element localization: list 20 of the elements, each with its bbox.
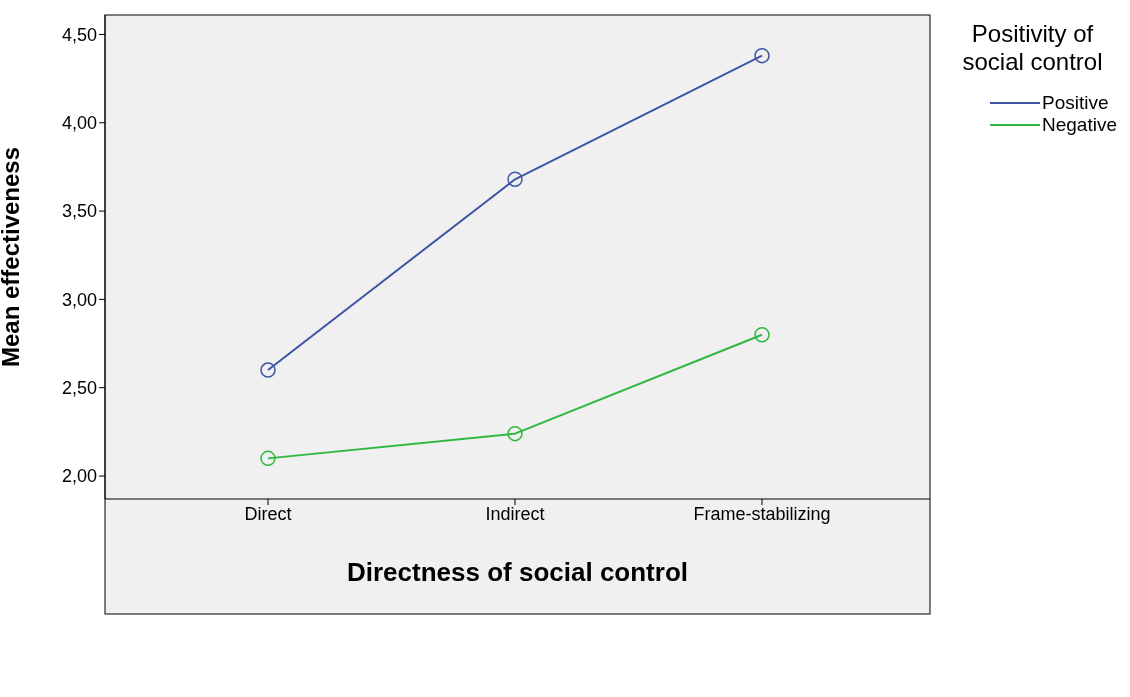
x-tick-label: Indirect xyxy=(485,503,545,524)
legend-title: Positivity of social control xyxy=(961,20,1104,76)
y-tick-label: 3,00 xyxy=(61,289,97,310)
y-tick-label: 4,00 xyxy=(61,113,97,134)
y-axis-title: Mean effectiveness xyxy=(0,146,24,368)
legend-label: Negative xyxy=(1042,114,1117,136)
point xyxy=(754,326,770,343)
x-tick-label: Frame-stabilizing xyxy=(693,503,831,524)
legend-label: Positive xyxy=(1042,92,1109,114)
point xyxy=(260,362,276,378)
x-tick-label: Direct xyxy=(244,503,292,524)
y-tick-label: 2,00 xyxy=(61,466,97,487)
point xyxy=(754,47,770,64)
y-tick-label: 2,50 xyxy=(61,378,97,399)
x-axis-title: Directness of social control xyxy=(347,557,688,587)
y-tick-label: 4,50 xyxy=(61,24,97,45)
point xyxy=(260,450,276,467)
y-tick-label: 3,50 xyxy=(61,201,97,222)
point xyxy=(507,171,523,188)
point xyxy=(507,425,523,442)
